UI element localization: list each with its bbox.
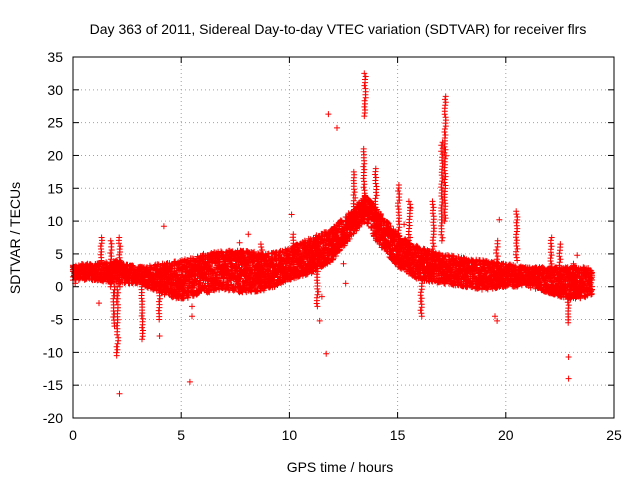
data-point (130, 263, 137, 270)
data-point (180, 295, 186, 302)
data-points (70, 70, 595, 397)
data-point (184, 294, 191, 301)
